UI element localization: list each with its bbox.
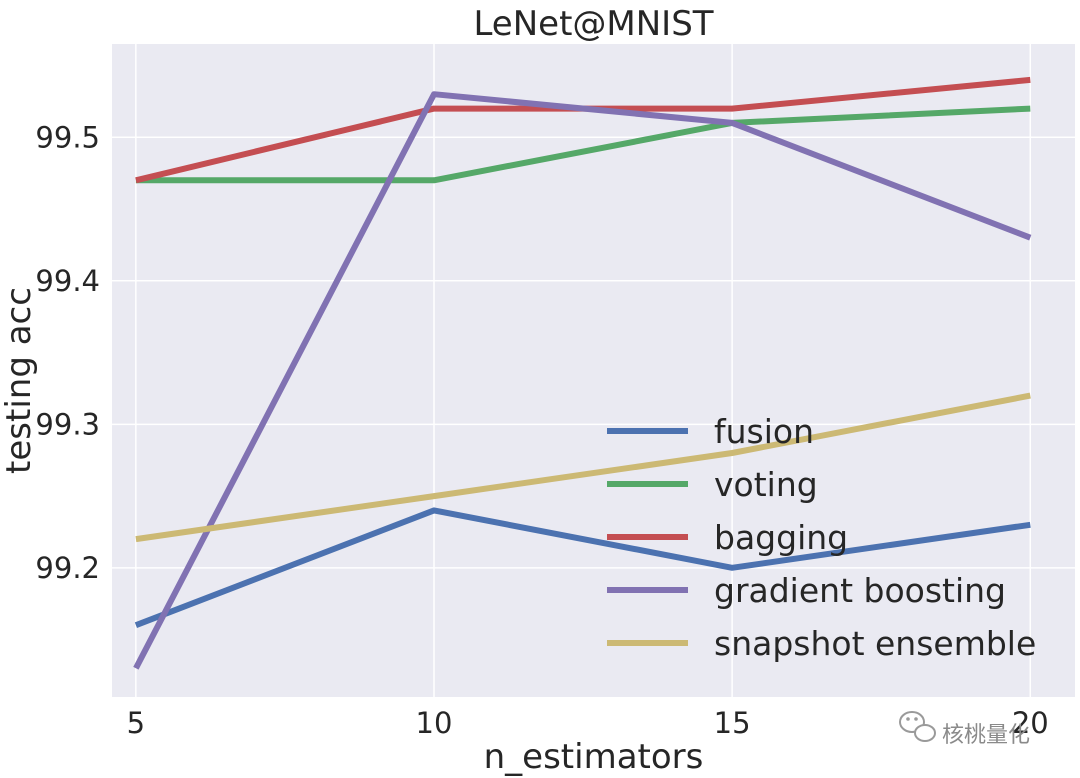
series-line-gradient-boosting xyxy=(133,91,1032,670)
series-lines xyxy=(133,76,1032,670)
y-tick-label: 99.3 xyxy=(35,407,100,441)
series-line-fusion xyxy=(134,507,1031,628)
x-tick-label: 15 xyxy=(714,706,751,740)
series-line-voting xyxy=(135,105,1031,184)
x-tick-label: 5 xyxy=(127,706,145,740)
plot-area xyxy=(112,44,1075,697)
watermark-text: 核桃量化 xyxy=(942,723,1030,748)
chart-title: LeNet@MNIST xyxy=(473,4,713,44)
y-ticks: 99.2 99.3 99.4 99.5 xyxy=(35,120,100,585)
grid-lines xyxy=(112,44,1075,697)
legend-label: fusion xyxy=(714,412,814,451)
x-tick-label: 10 xyxy=(416,706,453,740)
y-tick-label: 99.2 xyxy=(35,551,100,585)
y-tick-label: 99.5 xyxy=(35,120,100,154)
legend-label: bagging xyxy=(714,518,848,557)
legend-label: gradient boosting xyxy=(714,571,1006,610)
legend: fusion voting bagging gradient boosting snap… xyxy=(607,412,1036,663)
legend-label: snapshot ensemble xyxy=(714,624,1036,663)
legend-label: voting xyxy=(714,465,818,504)
series-line-snapshot-ensemble xyxy=(135,392,1031,543)
wechat-icon xyxy=(899,711,936,742)
x-axis-label: n_estimators xyxy=(484,737,704,777)
watermark: 核桃量化 xyxy=(899,711,1030,748)
y-tick-label: 99.4 xyxy=(35,264,100,298)
x-tick-label: 20 xyxy=(1012,706,1049,740)
x-ticks: 5 10 15 20 xyxy=(127,706,1049,740)
y-axis-label: testing acc xyxy=(0,287,39,474)
